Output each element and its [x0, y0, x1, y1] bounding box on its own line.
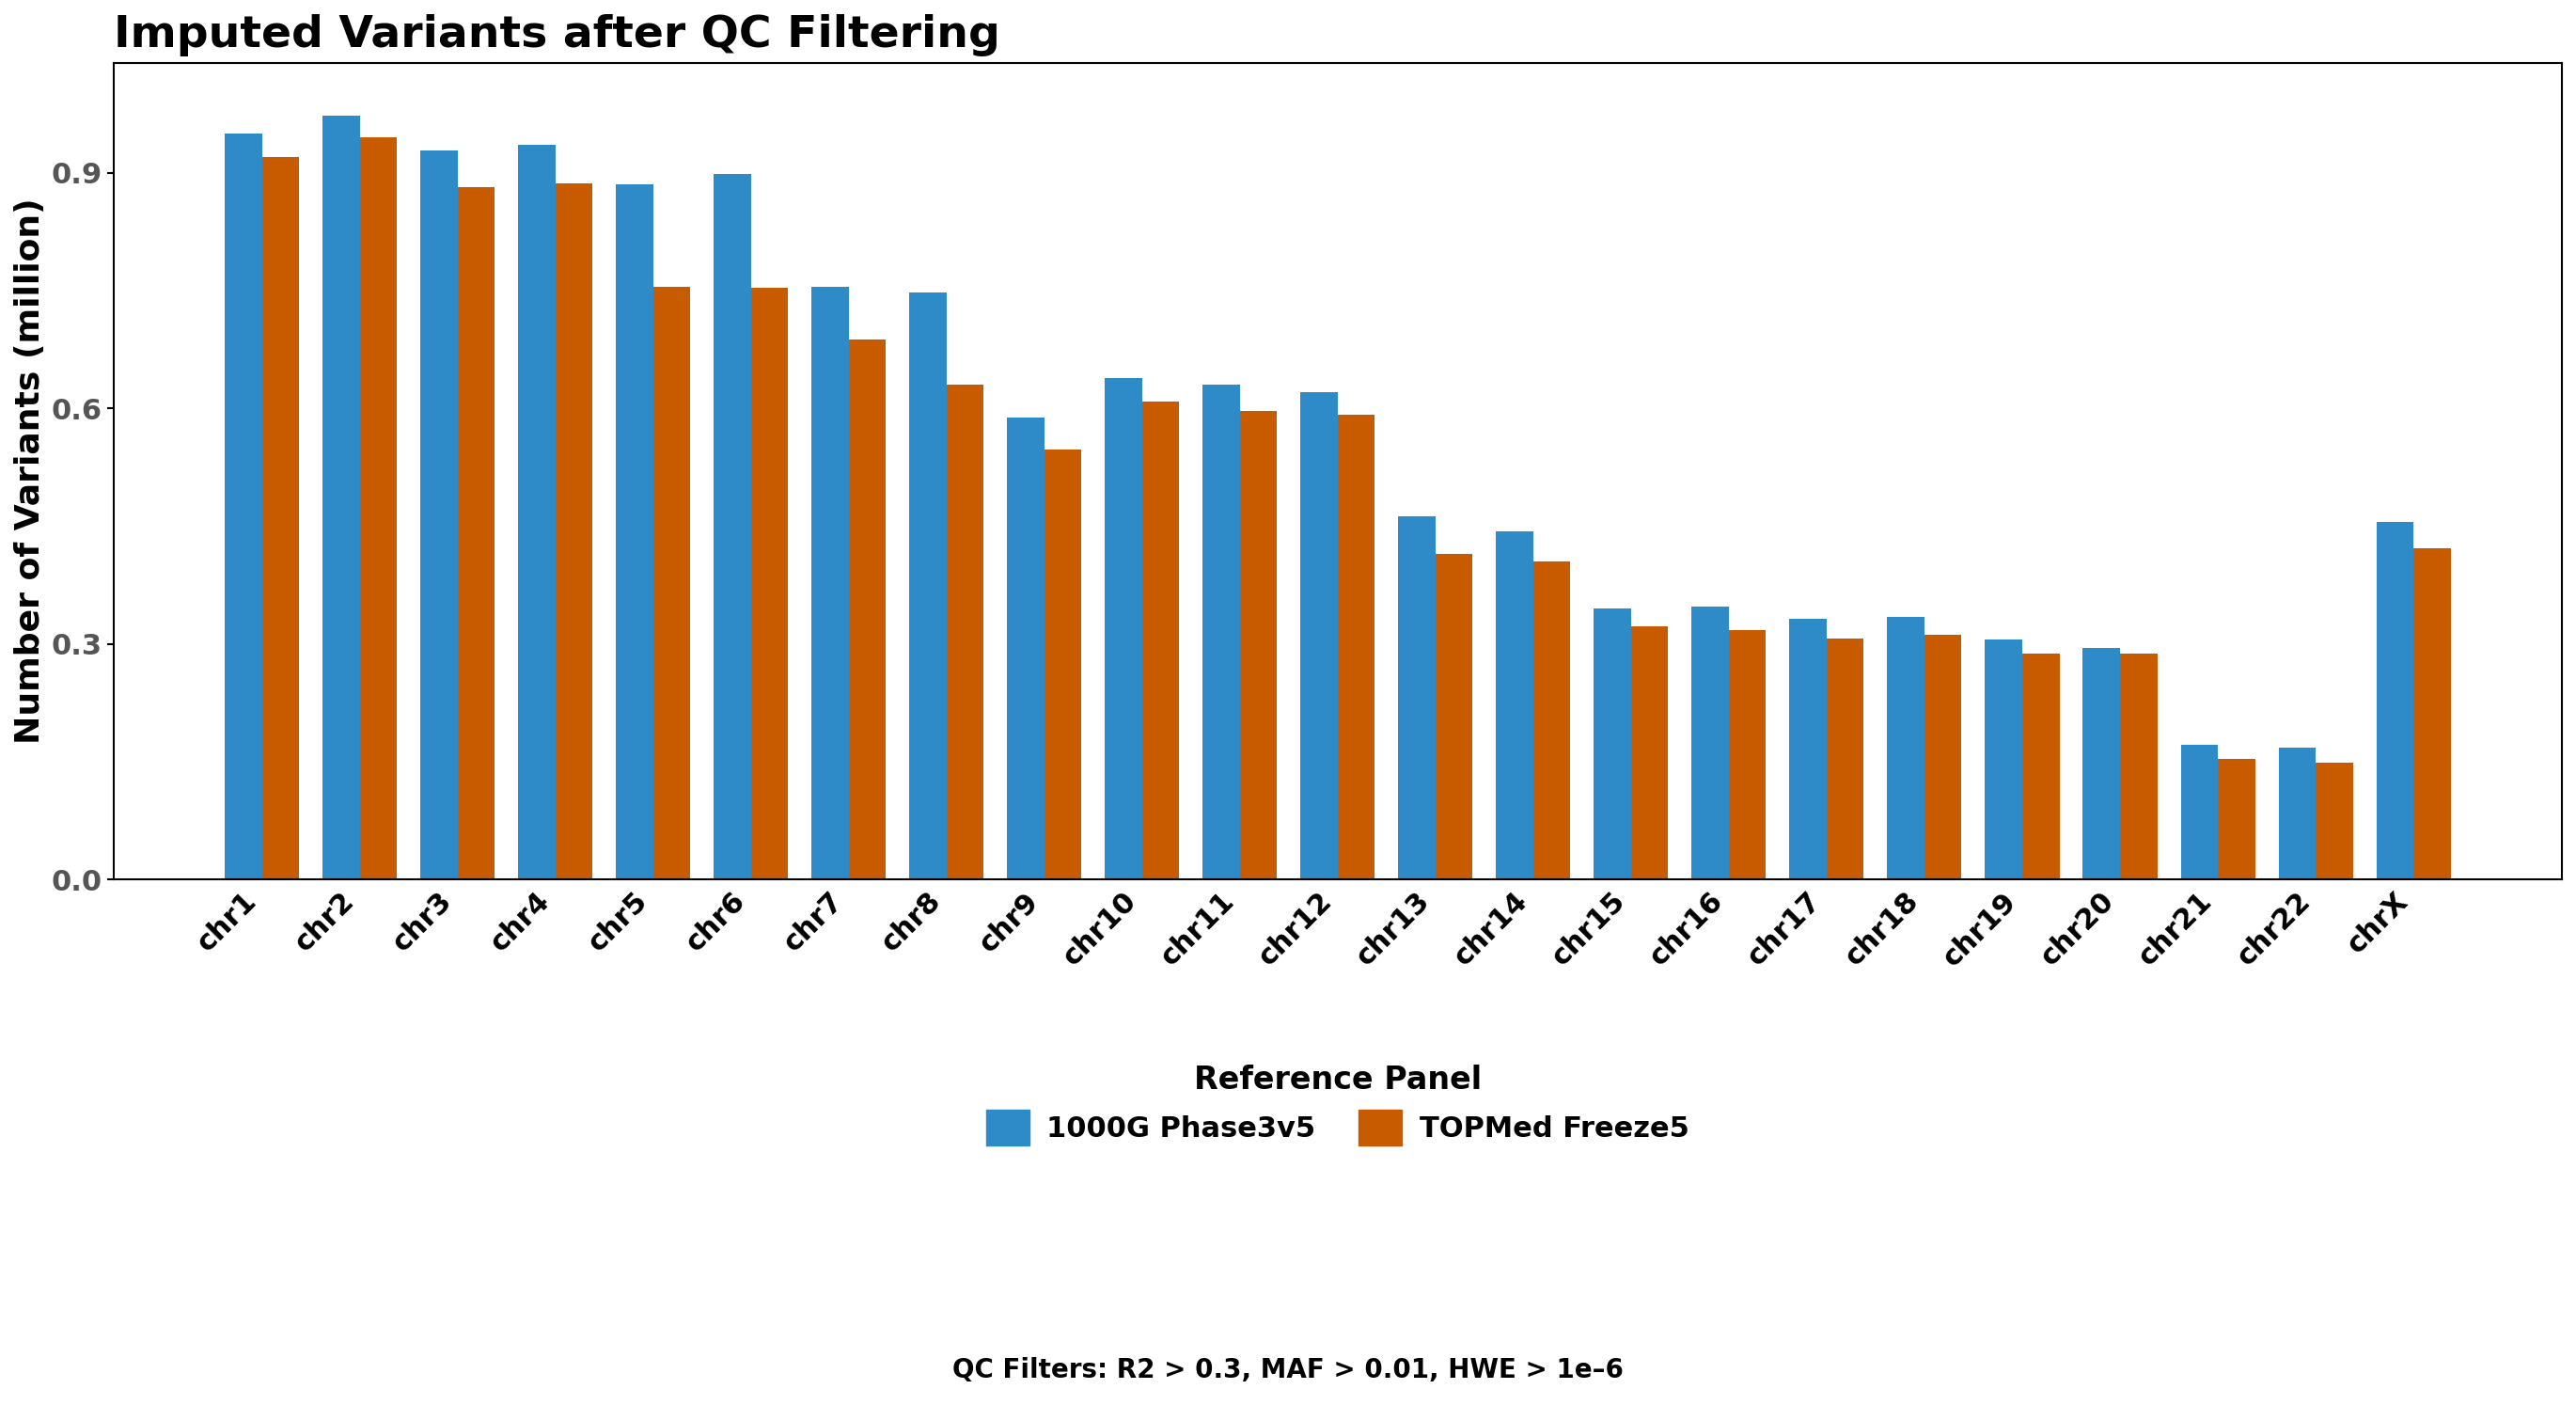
- Y-axis label: Number of Variants (million): Number of Variants (million): [13, 198, 46, 745]
- Bar: [322, 117, 361, 880]
- Bar: [1595, 608, 1631, 880]
- Bar: [1301, 392, 1337, 880]
- Bar: [1435, 554, 1473, 880]
- Bar: [2120, 653, 2156, 880]
- Bar: [811, 287, 848, 880]
- Bar: [2375, 523, 2414, 880]
- Bar: [361, 138, 397, 880]
- Bar: [1888, 617, 1924, 880]
- Bar: [556, 184, 592, 880]
- Bar: [1986, 639, 2022, 880]
- Bar: [750, 288, 788, 880]
- Text: Imputed Variants after QC Filtering: Imputed Variants after QC Filtering: [113, 14, 999, 56]
- Bar: [1399, 516, 1435, 880]
- Bar: [2414, 548, 2450, 880]
- Bar: [263, 157, 299, 880]
- Bar: [1007, 417, 1043, 880]
- Bar: [1337, 414, 1376, 880]
- Legend: 1000G Phase3v5, TOPMed Freeze5: 1000G Phase3v5, TOPMed Freeze5: [974, 1054, 1700, 1156]
- Bar: [1043, 450, 1082, 880]
- Bar: [2316, 763, 2352, 880]
- Bar: [1497, 531, 1533, 880]
- Bar: [1105, 378, 1141, 880]
- Bar: [1631, 627, 1669, 880]
- Bar: [518, 145, 556, 880]
- Bar: [420, 150, 459, 880]
- Bar: [654, 287, 690, 880]
- Bar: [1826, 638, 1865, 880]
- Bar: [1239, 410, 1278, 880]
- Bar: [2022, 653, 2058, 880]
- Bar: [1141, 402, 1180, 880]
- Bar: [2280, 747, 2316, 880]
- Bar: [2182, 745, 2218, 880]
- Bar: [1533, 562, 1571, 880]
- Bar: [616, 184, 654, 880]
- Bar: [2218, 759, 2254, 880]
- Bar: [848, 339, 886, 880]
- Bar: [1203, 385, 1239, 880]
- Bar: [1692, 606, 1728, 880]
- Text: QC Filters: R2 > 0.3, MAF > 0.01, HWE > 1e–6: QC Filters: R2 > 0.3, MAF > 0.01, HWE > …: [953, 1357, 1623, 1383]
- Bar: [1924, 635, 1960, 880]
- Bar: [1728, 629, 1767, 880]
- Bar: [909, 292, 945, 880]
- Bar: [714, 174, 750, 880]
- Bar: [2084, 648, 2120, 880]
- Bar: [1790, 618, 1826, 880]
- Bar: [224, 133, 263, 880]
- Bar: [459, 187, 495, 880]
- Bar: [945, 385, 984, 880]
